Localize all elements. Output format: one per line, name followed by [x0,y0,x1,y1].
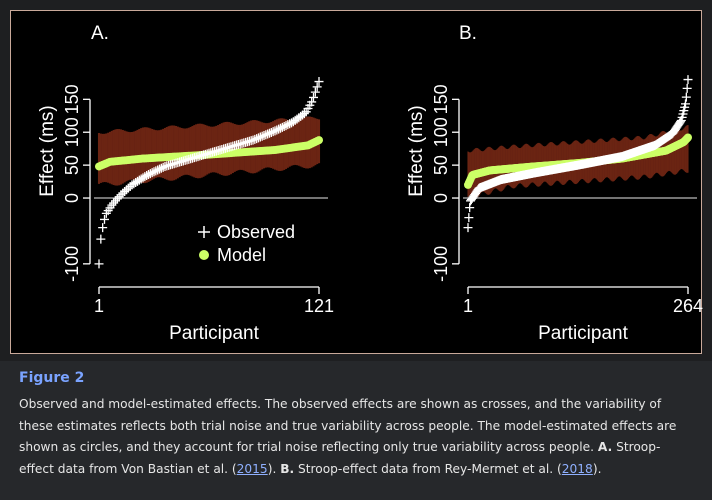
observed-point [138,173,148,183]
observed-point [265,128,274,138]
observed-point [283,120,293,130]
observed-point [98,223,108,233]
observed-point [268,127,278,137]
observed-point [252,134,262,144]
y-tick-label: 100 [62,117,82,147]
observed-point [310,87,320,97]
observed-point [307,97,317,107]
observed-point [276,123,285,133]
observed-point [109,198,119,208]
observed-point [270,126,280,136]
observed-point [94,259,104,269]
observed-point [675,117,685,127]
observed-point [112,194,122,204]
x-tick-label: 1 [94,296,104,316]
observed-point [285,119,295,129]
y-tick-label: 150 [62,84,82,114]
observed-point [156,163,166,173]
observed-point [277,122,287,132]
observed-point [100,214,109,224]
model-point [315,136,323,145]
observed-point [255,132,265,142]
panel-label: A. [91,23,109,44]
observed-point [144,169,153,179]
caption-end: ). [592,461,602,476]
caption-title: Figure 2 [19,370,85,386]
y-tick-label: 50 [62,155,82,175]
observed-point [680,99,690,109]
observed-point [274,124,284,134]
observed-point [250,134,260,144]
observed-point [272,125,282,135]
y-tick-label: 50 [431,155,451,175]
observed-point [149,167,159,177]
x-axis-label: Participant [169,323,259,344]
model-point [684,133,692,142]
observed-point [257,131,267,141]
legend-circle-marker [199,250,209,260]
legend-label: Observed [217,222,295,242]
observed-point [279,121,289,131]
panel-label: B. [459,23,477,44]
citation-link-b[interactable]: 2018 [561,461,593,476]
caption-text: Observed and model-estimated effects. Th… [19,394,689,480]
y-tick-label: 0 [431,193,451,203]
y-tick-label: 150 [431,84,451,114]
observed-point [682,83,692,93]
observed-point [142,170,152,180]
y-tick-label: -100 [62,246,82,282]
observed-point [114,192,124,202]
observed-point [312,82,322,92]
caption-label-b: B. [280,461,295,476]
x-tick-label: 121 [304,296,334,316]
y-tick-label: 0 [62,193,82,203]
observed-point [681,92,691,102]
x-axis-label: Participant [538,323,628,344]
y-axis-label: Effect (ms) [406,105,427,197]
observed-point [464,213,474,223]
y-axis-label: Effect (ms) [37,105,58,197]
observed-point [153,165,163,175]
legend-label: Model [217,245,266,265]
figure-caption: Figure 2 Observed and model-estimated ef… [0,361,712,500]
observed-point [463,223,473,233]
x-tick-label: 1 [463,296,473,316]
observed-point [111,196,120,206]
observed-point [259,131,269,141]
x-tick-label: 264 [673,296,703,316]
observed-point [314,77,324,87]
caption-body: Observed and model-estimated effects. Th… [19,397,677,454]
observed-point [151,166,161,176]
caption-sep: ). [267,461,281,476]
y-tick-label: -100 [431,246,451,282]
legend-cross-marker [198,226,210,238]
observed-point [96,234,106,244]
observed-point [309,92,318,102]
observed-point [145,169,155,179]
observed-point [158,162,168,172]
observed-point [261,130,271,140]
observed-point [136,174,146,184]
observed-point [281,121,291,131]
observed-point [107,200,117,210]
observed-point [248,135,258,145]
figure-panel: -100 0 50 100 150 Effect (ms) 1 121 Participant A… [10,10,703,354]
observed-point [299,109,309,119]
observed-point [254,133,263,143]
observed-point [147,168,157,178]
caption-body-a: Stroop-effect data from Von Bastian et a… [19,440,661,476]
observed-point [263,129,273,139]
observed-point [266,127,276,137]
caption-label-a: A. [597,440,613,454]
observed-point [683,75,693,85]
observed-point [465,203,475,213]
observed-point [155,164,164,174]
citation-link-a[interactable]: 2015 [236,461,268,476]
observed-point [140,172,150,182]
y-tick-label: 100 [431,117,451,147]
caption-body-b: Stroop-effect data from Rey-Mermet et al… [294,461,562,476]
